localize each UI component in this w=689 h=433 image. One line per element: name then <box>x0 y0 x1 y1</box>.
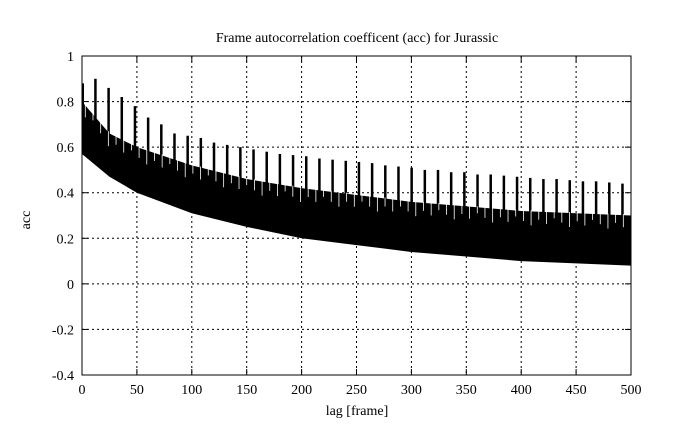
y-tick-label: -0.2 <box>52 323 74 338</box>
acc-peak <box>278 153 282 187</box>
acc-peak <box>528 177 532 214</box>
acc-peak <box>331 159 334 194</box>
acc-peak <box>173 133 176 162</box>
acc-peak <box>160 124 163 158</box>
acc-peak <box>133 106 137 149</box>
acc-peak <box>581 181 585 216</box>
x-tick-label: 0 <box>79 383 86 398</box>
y-tick-label: 0.2 <box>57 232 75 247</box>
acc-peak <box>621 183 624 218</box>
x-tick-label: 500 <box>621 383 642 398</box>
acc-peak <box>146 117 150 153</box>
acc-peak <box>594 181 598 217</box>
x-tick-label: 300 <box>401 383 422 398</box>
acc-peak <box>344 160 348 196</box>
chart-title: Frame autocorrelation coefficent (acc) f… <box>216 31 498 46</box>
acc-series <box>82 78 631 266</box>
acc-peak <box>608 182 611 217</box>
acc-peak <box>186 135 189 166</box>
y-tick-label: 1 <box>67 50 74 65</box>
y-tick-label: 0 <box>67 278 74 293</box>
x-tick-label: 150 <box>236 383 257 398</box>
acc-peak <box>410 167 413 204</box>
acc-peak <box>265 151 268 185</box>
x-tick-label: 50 <box>130 383 144 398</box>
acc-peak <box>239 147 242 180</box>
y-axis-label: acc <box>19 211 34 230</box>
y-tick-label: 0.8 <box>57 96 75 111</box>
acc-peak <box>120 97 124 142</box>
acc-band <box>82 101 631 266</box>
x-tick-label: 450 <box>566 383 587 398</box>
x-tick-label: 350 <box>456 383 477 398</box>
acc-peak <box>252 149 255 183</box>
acc-peak <box>502 175 506 212</box>
acc-peak <box>318 158 321 193</box>
acc-peak <box>384 165 387 201</box>
acc-peak <box>423 169 427 205</box>
acc-peak <box>357 161 361 198</box>
acc-peak <box>107 87 110 135</box>
acc-peak <box>463 172 466 209</box>
acc-peak <box>568 180 572 215</box>
acc-peak <box>304 156 308 191</box>
x-tick-label: 250 <box>346 383 367 398</box>
acc-peak <box>212 142 216 173</box>
x-tick-label: 200 <box>291 383 312 398</box>
acc-peak <box>489 174 492 211</box>
y-tick-label: 0.6 <box>57 141 75 156</box>
acc-peak <box>476 174 479 210</box>
acc-peak <box>225 144 229 177</box>
acc-peak <box>370 163 374 199</box>
x-axis-label: lag [frame] <box>326 404 389 419</box>
y-tick-label: -0.4 <box>52 369 74 384</box>
acc-peak <box>397 166 400 203</box>
ticks: 0 50 100 150 200 250 300 350 400 450 500 -0.4 -0.2 0 0… <box>52 50 642 398</box>
acc-peak <box>542 179 545 214</box>
x-tick-label: 400 <box>511 383 532 398</box>
acc-peak <box>291 155 295 189</box>
acc-peak <box>515 176 519 213</box>
y-tick-label: 0.4 <box>57 187 75 202</box>
x-tick-label: 100 <box>181 383 202 398</box>
acc-peak <box>199 138 203 170</box>
acc-peak <box>436 169 440 207</box>
acc-peak <box>449 172 453 208</box>
acc-peak <box>94 78 97 119</box>
acc-peak <box>555 179 558 215</box>
